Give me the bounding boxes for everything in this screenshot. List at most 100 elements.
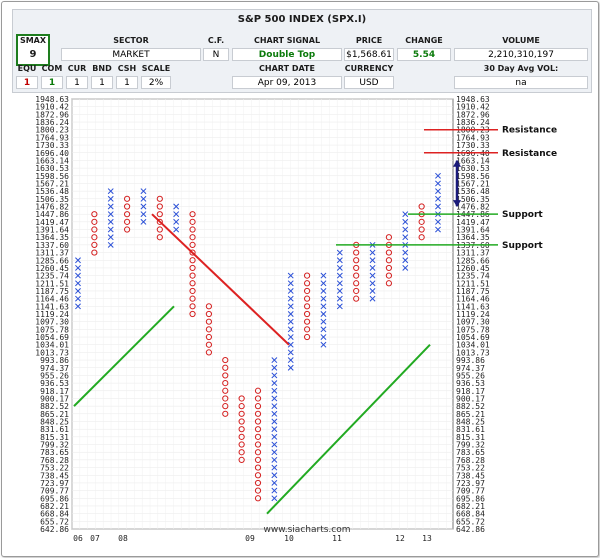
o-mark bbox=[238, 456, 245, 463]
y-tick-label-left: 865.21 bbox=[40, 410, 69, 419]
y-tick-label-left: 783.65 bbox=[40, 448, 69, 457]
y-tick-label-left: 1764.93 bbox=[35, 133, 69, 142]
x-mark bbox=[402, 257, 409, 264]
uptrend-line-left bbox=[73, 305, 175, 407]
y-tick-label-right: 668.84 bbox=[456, 510, 485, 519]
o-mark bbox=[353, 280, 360, 287]
x-mark bbox=[369, 264, 376, 271]
y-tick-label-left: 1235.74 bbox=[35, 272, 69, 281]
o-mark bbox=[156, 218, 163, 225]
y-tick-label-left: 1211.51 bbox=[35, 279, 69, 288]
x-mark bbox=[75, 272, 81, 279]
x-mark bbox=[336, 249, 343, 256]
x-mark bbox=[369, 249, 376, 256]
y-tick-label-right: 1506.35 bbox=[456, 195, 490, 204]
date-label: CHART DATE bbox=[259, 64, 315, 73]
y-tick-label-left: 1447.86 bbox=[35, 210, 69, 219]
x-mark bbox=[369, 288, 376, 294]
o-mark bbox=[238, 426, 245, 433]
y-tick-label-right: 1054.69 bbox=[456, 333, 490, 342]
o-mark bbox=[238, 410, 245, 417]
o-mark bbox=[418, 203, 425, 210]
y-tick-label-right: 848.25 bbox=[456, 418, 485, 427]
x-mark bbox=[320, 311, 327, 317]
o-mark bbox=[254, 387, 262, 394]
sector-label: SECTOR bbox=[113, 36, 149, 45]
o-mark bbox=[303, 333, 311, 341]
x-mark bbox=[271, 495, 278, 502]
x-mark bbox=[402, 249, 409, 256]
o-mark bbox=[418, 234, 425, 241]
pf-columns bbox=[75, 172, 441, 502]
x-mark bbox=[271, 410, 278, 417]
x-mark bbox=[320, 318, 327, 325]
x-mark bbox=[271, 387, 278, 394]
o-mark bbox=[303, 303, 311, 310]
o-mark bbox=[189, 272, 196, 279]
signal-label: CHART SIGNAL bbox=[253, 36, 321, 45]
y-tick-label-left: 1419.47 bbox=[35, 218, 69, 227]
y-tick-label-left: 1119.24 bbox=[35, 310, 69, 319]
x-mark bbox=[107, 218, 114, 225]
currency-label: CURRENCY bbox=[344, 64, 394, 73]
o-mark bbox=[353, 272, 360, 279]
o-mark bbox=[254, 403, 262, 410]
y-tick-label-left: 1476.82 bbox=[35, 203, 69, 212]
x-mark bbox=[173, 218, 180, 225]
price-label: PRICE bbox=[355, 36, 383, 45]
x-mark bbox=[402, 264, 409, 271]
o-mark bbox=[222, 380, 229, 387]
csh-label: CSH bbox=[117, 64, 137, 73]
o-mark bbox=[189, 226, 196, 233]
o-mark bbox=[205, 341, 213, 348]
o-mark bbox=[222, 372, 229, 379]
o-mark bbox=[189, 264, 196, 272]
y-tick-label-right: 1235.74 bbox=[456, 272, 490, 281]
o-mark bbox=[123, 203, 131, 210]
o-mark bbox=[303, 280, 311, 287]
o-mark bbox=[254, 495, 262, 502]
o-mark bbox=[189, 234, 196, 241]
o-mark bbox=[353, 264, 360, 272]
y-tick-label-right: 1836.24 bbox=[456, 118, 490, 127]
o-mark bbox=[254, 426, 262, 433]
x-mark bbox=[435, 188, 441, 195]
y-tick-label-right: 1598.56 bbox=[456, 172, 490, 181]
currency-value: USD bbox=[344, 76, 394, 89]
cur-value: 1 bbox=[66, 76, 88, 89]
o-mark bbox=[385, 234, 393, 241]
x-tick-label: 06 bbox=[73, 534, 83, 543]
y-tick-label-right: 682.21 bbox=[456, 502, 485, 511]
resistance-label-2: Resistance bbox=[502, 149, 557, 159]
y-tick-label-right: 815.31 bbox=[456, 433, 485, 442]
y-tick-label-right: 993.86 bbox=[456, 356, 485, 365]
y-tick-label-right: 831.61 bbox=[456, 425, 485, 434]
x-mark bbox=[271, 364, 278, 371]
o-mark bbox=[254, 487, 262, 494]
x-mark bbox=[75, 280, 81, 287]
x-mark bbox=[287, 288, 294, 294]
y-tick-label-left: 918.17 bbox=[40, 387, 69, 396]
smax-box bbox=[16, 34, 50, 66]
o-mark bbox=[91, 218, 98, 225]
y-tick-label-right: 1164.46 bbox=[456, 295, 490, 304]
x-tick-label: 08 bbox=[118, 534, 128, 543]
o-mark bbox=[254, 479, 262, 487]
y-tick-label-right: 1034.01 bbox=[456, 341, 490, 350]
x-mark bbox=[336, 264, 343, 271]
x-mark bbox=[271, 456, 278, 463]
y-tick-label-right: 1536.48 bbox=[456, 187, 490, 196]
o-mark bbox=[303, 287, 311, 295]
y-tick-label-right: 918.17 bbox=[456, 387, 485, 396]
o-mark bbox=[205, 333, 213, 341]
x-mark bbox=[287, 295, 294, 302]
y-tick-label-right: 642.86 bbox=[456, 525, 485, 534]
smax-label: SMAX bbox=[19, 36, 47, 45]
cur-label: CUR bbox=[67, 64, 87, 73]
o-mark bbox=[254, 410, 262, 417]
y-tick-label-right: 783.65 bbox=[456, 448, 485, 457]
y-tick-label-left: 882.52 bbox=[40, 402, 69, 411]
y-tick-label-left: 682.21 bbox=[40, 502, 69, 511]
y-tick-label-right: 1948.63 bbox=[456, 95, 490, 104]
y-tick-label-left: 848.25 bbox=[40, 418, 69, 427]
